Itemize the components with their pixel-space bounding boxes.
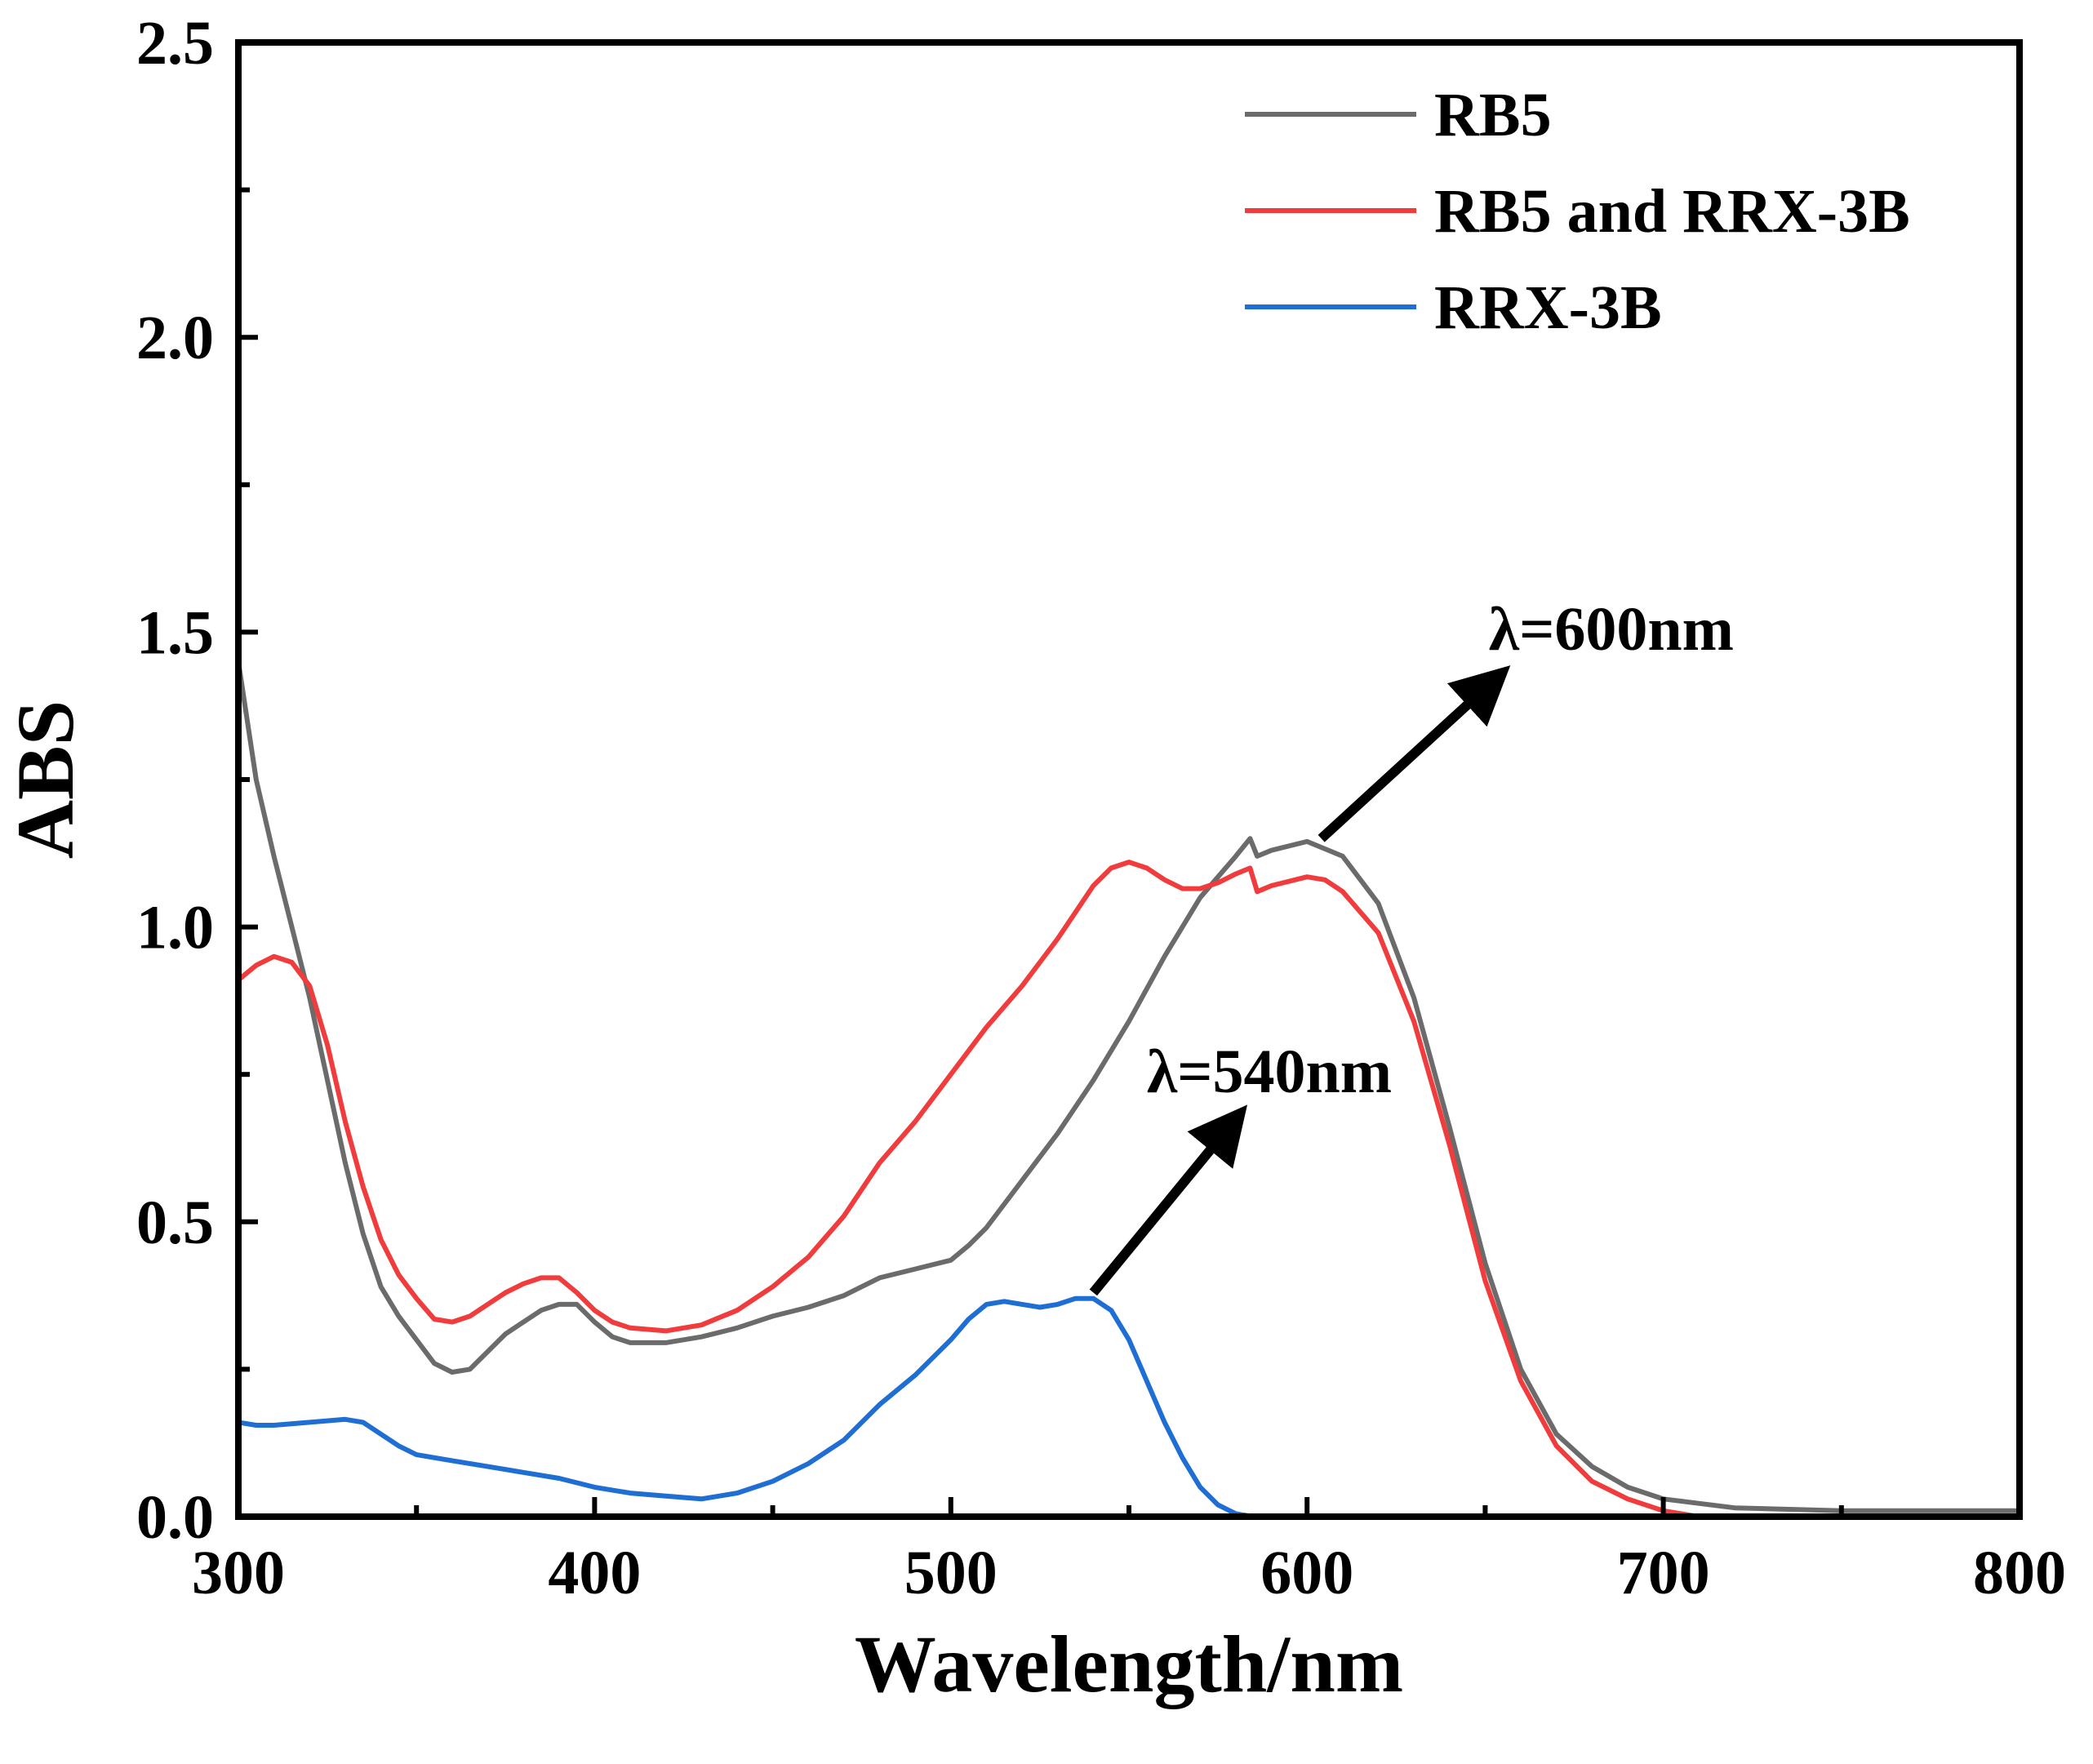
x-axis-title: Wavelength/nm	[855, 1619, 1403, 1709]
y-tick-label: 1.5	[136, 598, 214, 667]
x-tick-label: 600	[1260, 1539, 1353, 1607]
y-axis-title: ABS	[0, 700, 91, 860]
x-tick-label: 300	[192, 1539, 285, 1607]
series-layer	[236, 659, 2022, 1519]
plot-frame	[235, 39, 2023, 1520]
x-tick-label: 800	[1973, 1539, 2066, 1607]
x-tick-label: 700	[1617, 1539, 1710, 1607]
series-line-1	[236, 860, 2022, 1519]
y-tick-label: 0.0	[136, 1483, 214, 1552]
y-tick-label: 2.0	[136, 304, 214, 372]
legend: RB5 RB5 and RRX-3B RRX-3B	[1245, 81, 1910, 342]
y-tick-label: 2.5	[136, 9, 214, 78]
annotations: λ=540nm λ=600nm	[1089, 595, 1734, 1296]
legend-label-0: RB5	[1434, 81, 1552, 149]
series-line-2	[236, 1295, 1256, 1519]
ticks-layer: 300 400 500 600 700 800 0.0 0.5 1.0 1.5 2.0 2.5	[136, 9, 2066, 1607]
legend-label-2: RRX-3B	[1434, 273, 1662, 342]
series-line-0	[236, 659, 2022, 1513]
y-tick-label: 1.0	[136, 894, 214, 962]
x-tick-label: 400	[548, 1539, 641, 1607]
y-tick-label: 0.5	[136, 1189, 214, 1257]
annotation-arrow-1	[1318, 665, 1511, 842]
legend-label-1: RB5 and RRX-3B	[1434, 177, 1910, 246]
annotation-label-1: λ=600nm	[1489, 595, 1734, 664]
annotation-label-0: λ=540nm	[1147, 1038, 1392, 1106]
annotation-arrow-0	[1089, 1104, 1248, 1296]
x-tick-label: 500	[904, 1539, 998, 1607]
